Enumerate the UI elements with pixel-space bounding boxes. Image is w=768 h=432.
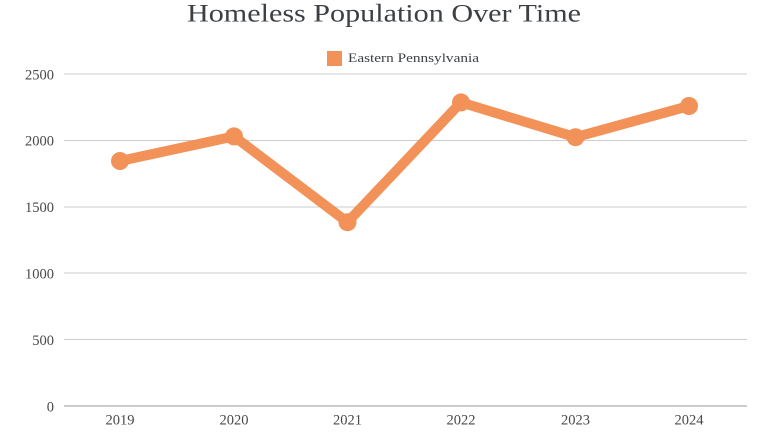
svg-text:1000: 1000 [25,267,54,283]
svg-text:Eastern Pennsylvania: Eastern Pennsylvania [348,50,479,65]
svg-text:2021: 2021 [333,412,362,428]
svg-text:2020: 2020 [220,412,249,428]
svg-text:0: 0 [47,399,54,415]
svg-text:2023: 2023 [561,412,590,428]
svg-text:2024: 2024 [675,412,705,428]
svg-text:1500: 1500 [25,200,54,216]
svg-text:Homeless Population Over Time: Homeless Population Over Time [187,1,581,28]
svg-text:2000: 2000 [25,134,54,150]
svg-text:2019: 2019 [106,412,135,428]
svg-text:2500: 2500 [25,67,54,83]
svg-text:2022: 2022 [447,412,476,428]
svg-text:500: 500 [32,333,54,349]
